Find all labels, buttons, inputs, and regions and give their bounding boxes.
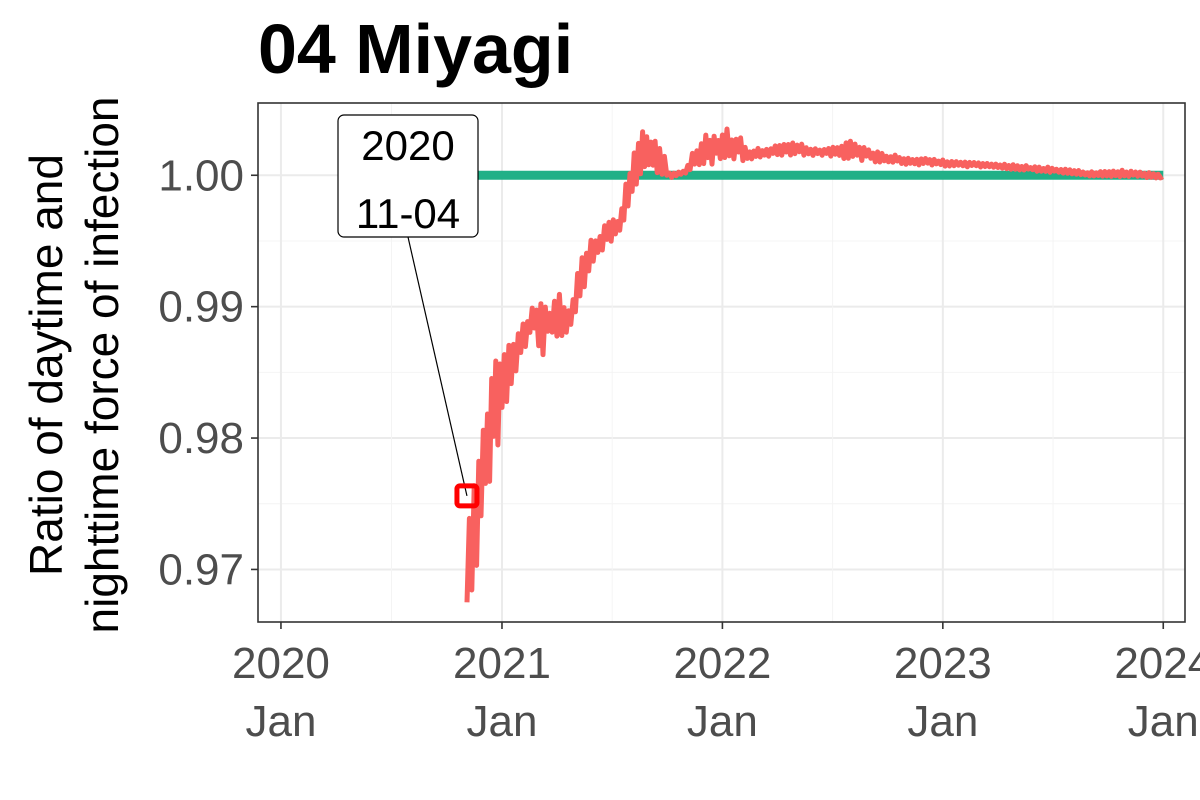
x-tick-label-month: Jan — [907, 697, 978, 746]
y-axis-title: Ratio of daytime and nighttime force of … — [20, 97, 128, 634]
y-axis: 0.97 0.98 0.99 1.00 — [158, 151, 258, 594]
panel-border — [257, 102, 1186, 623]
x-tick-label-year: 2024 — [1114, 639, 1200, 688]
y-tick-label: 0.97 — [158, 545, 244, 594]
y-tick-label: 1.00 — [158, 151, 244, 200]
series-layer — [464, 126, 1164, 603]
annotation-leader-line — [407, 236, 468, 496]
grid — [258, 103, 1185, 622]
annotation-box — [337, 114, 479, 238]
series-line-ratio — [464, 126, 1164, 603]
y-axis-title-line-2: nighttime force of infection — [76, 97, 128, 634]
annotation-line-date: 11-04 — [356, 190, 460, 237]
annotation: 2020 11-04 — [337, 114, 480, 509]
x-tick-label-month: Jan — [467, 697, 538, 746]
x-tick-label-year: 2020 — [232, 639, 330, 688]
x-tick-label-month: Jan — [1128, 697, 1199, 746]
x-tick-label-year: 2022 — [673, 639, 771, 688]
highlight-point-marker — [454, 483, 480, 509]
y-axis-title-line-1: Ratio of daytime and — [20, 154, 72, 576]
x-tick-label-month: Jan — [687, 697, 758, 746]
annotation-line-year: 2020 — [361, 122, 454, 169]
chart-title: 04 Miyagi — [258, 10, 573, 88]
x-tick-label-year: 2021 — [453, 639, 551, 688]
x-tick-label-month: Jan — [245, 697, 316, 746]
y-tick-label: 0.99 — [158, 283, 244, 332]
y-tick-label: 0.98 — [158, 414, 244, 463]
x-axis: 2020 Jan 2021 Jan 2022 Jan 2023 Jan 2024 Jan — [232, 622, 1200, 746]
x-tick-label-year: 2023 — [894, 639, 992, 688]
